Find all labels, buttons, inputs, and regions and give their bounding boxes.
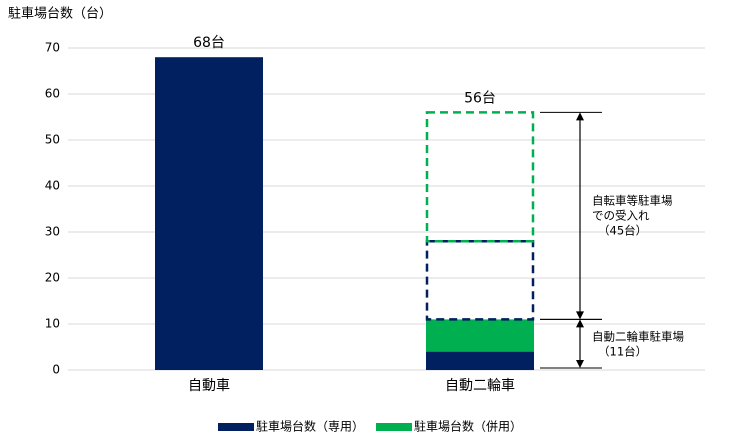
arrow-head bbox=[576, 319, 584, 328]
arrow-head bbox=[576, 112, 584, 121]
y-tick-label: 60 bbox=[45, 87, 60, 101]
y-axis-title: 駐車場台数（台） bbox=[8, 7, 112, 22]
arrow-head bbox=[576, 360, 584, 368]
arrow-head bbox=[576, 311, 584, 320]
y-tick-label: 20 bbox=[45, 271, 60, 285]
annotation-text: 自転車等駐車場 bbox=[592, 193, 673, 207]
y-tick-label: 0 bbox=[52, 363, 60, 377]
legend-label: 駐車場台数（専用） bbox=[256, 419, 364, 434]
y-tick-label: 30 bbox=[45, 225, 60, 239]
y-tick-label: 40 bbox=[45, 179, 60, 193]
legend-label: 駐車場台数（併用） bbox=[414, 419, 522, 434]
annotation-text: での受入れ bbox=[592, 208, 650, 222]
bar-segment bbox=[426, 351, 534, 370]
legend-swatch bbox=[218, 423, 254, 431]
bar-segment bbox=[155, 57, 263, 370]
bar-segment bbox=[426, 319, 534, 352]
bar-segment-planned bbox=[425, 239, 535, 321]
annotation-text: （45台） bbox=[598, 223, 647, 237]
total-label: 68台 bbox=[193, 35, 225, 51]
y-tick-label: 70 bbox=[45, 41, 60, 55]
y-tick-label: 50 bbox=[45, 133, 60, 147]
legend-swatch bbox=[376, 423, 413, 431]
x-tick-label: 自動二輪車 bbox=[445, 377, 515, 394]
total-label: 56台 bbox=[464, 90, 496, 106]
bar-segment-planned bbox=[425, 111, 535, 243]
y-tick-label: 10 bbox=[45, 317, 60, 331]
annotation-text: （11台） bbox=[598, 345, 647, 359]
annotation-text: 自動二輪車駐車場 bbox=[592, 330, 684, 344]
x-tick-label: 自動車 bbox=[188, 377, 230, 394]
